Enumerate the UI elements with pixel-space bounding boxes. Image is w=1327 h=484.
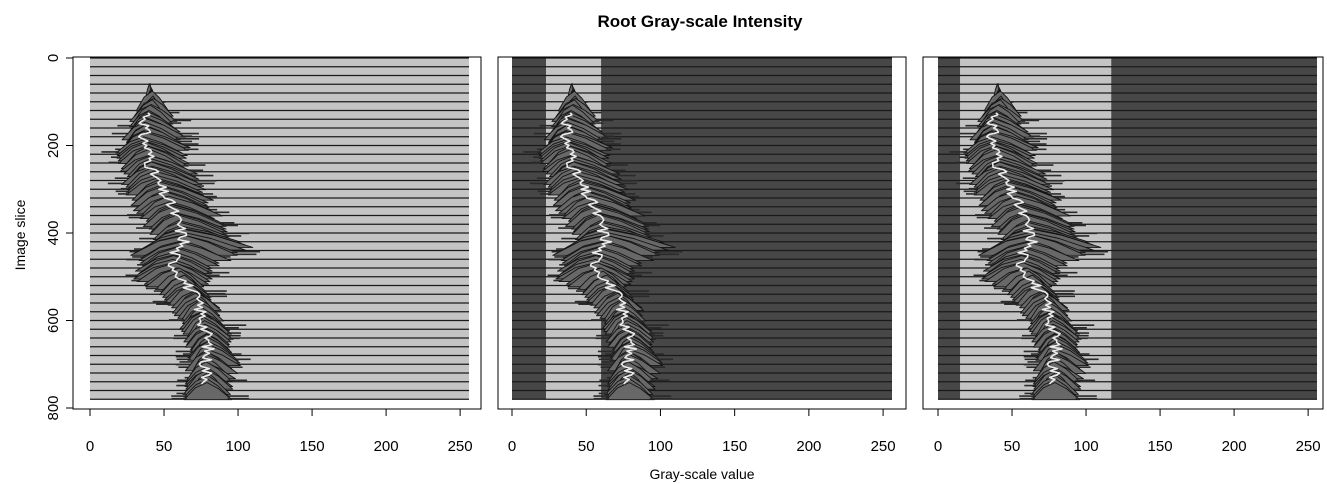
ridge-curve	[605, 382, 655, 401]
x-tick-label: 250	[1296, 438, 1321, 455]
panel-middle: 0 50 100 150 200 250	[497, 56, 907, 455]
x-axis-label: Gray-scale value	[649, 466, 754, 482]
x-tick-label: 50	[156, 438, 173, 455]
y-tick-label: 400	[45, 220, 62, 245]
y-tick-label: 200	[45, 133, 62, 158]
mean-trace	[137, 112, 215, 385]
figure-title: Root Gray-scale Intensity	[597, 12, 803, 31]
x-tick-label: 50	[1004, 438, 1021, 455]
background-band-dark	[938, 58, 961, 400]
panel-right: 0 50 100 150 200 250	[922, 56, 1324, 455]
mean-trace	[985, 112, 1063, 385]
mean-trace	[559, 112, 638, 385]
x-tick-label: 0	[508, 438, 516, 455]
x-tick-label: 200	[796, 438, 821, 455]
x-tick-label: 150	[300, 438, 325, 455]
y-tick-label: 800	[45, 395, 62, 420]
panel-frame	[922, 56, 1324, 410]
x-tick-label: 250	[448, 438, 473, 455]
ridge-stack	[949, 83, 1109, 401]
x-tick-label: 100	[226, 438, 251, 455]
x-tick-label: 150	[1148, 438, 1173, 455]
background-band-dark	[512, 58, 547, 400]
ridge-stack	[101, 83, 261, 401]
ridge-curve	[183, 382, 233, 401]
x-tick-label: 200	[1222, 438, 1247, 455]
x-tick-label: 100	[1074, 438, 1099, 455]
x-tick-label: 250	[871, 438, 896, 455]
y-axis-label: Image slice	[12, 199, 28, 270]
x-tick-label: 150	[722, 438, 747, 455]
panel-left: 0 50 100 150 200 250 0 200 400 600 800	[45, 54, 482, 455]
x-tick-label: 100	[648, 438, 673, 455]
x-tick-label: 0	[86, 438, 94, 455]
panels: 0 50 100 150 200 250 0 200 400 600 800 0 50 100 150 200…	[45, 54, 1324, 455]
y-tick-label: 600	[45, 308, 62, 333]
x-tick-label: 50	[578, 438, 595, 455]
y-tick-label: 0	[45, 54, 62, 62]
ridge-curve	[1031, 382, 1081, 401]
background-band-dark	[1111, 58, 1317, 400]
x-tick-label: 0	[934, 438, 942, 455]
panel-frame	[497, 56, 907, 410]
x-tick-label: 200	[374, 438, 399, 455]
